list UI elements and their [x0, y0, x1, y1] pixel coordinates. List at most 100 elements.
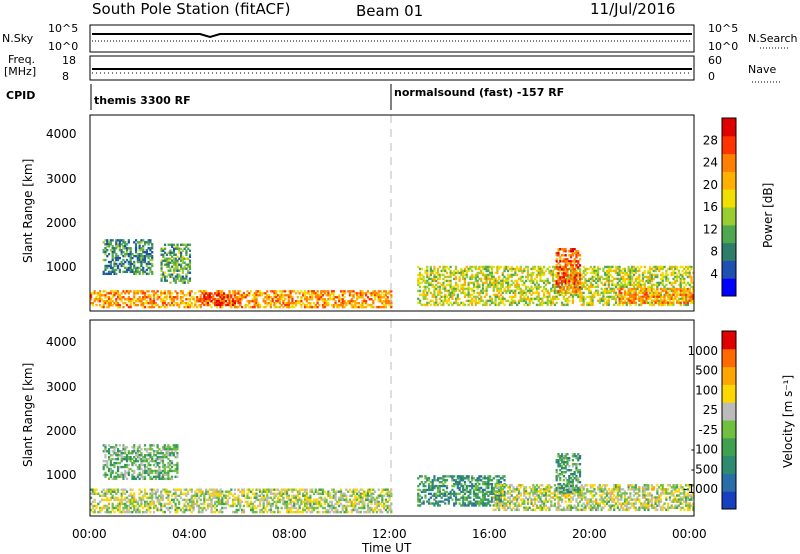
- heatmap-cell: [214, 496, 217, 500]
- heatmap-cell: [136, 300, 139, 303]
- heatmap-cell: [569, 250, 573, 253]
- heatmap-cell: [249, 502, 253, 506]
- heatmap-cell: [573, 268, 576, 271]
- heatmap-cell: [118, 473, 121, 477]
- heatmap-cell: [208, 504, 211, 508]
- heatmap-cell: [377, 305, 380, 309]
- heatmap-cell: [134, 254, 138, 258]
- heatmap-cell: [145, 301, 148, 305]
- heatmap-cell: [321, 300, 325, 303]
- heatmap-cell: [217, 294, 220, 297]
- heatmap-cell: [381, 500, 384, 504]
- heatmap-cell: [480, 279, 483, 283]
- heatmap-cell: [474, 297, 477, 301]
- heatmap-cell: [125, 252, 129, 256]
- heatmap-cell: [266, 500, 269, 504]
- heatmap-cell: [589, 299, 592, 303]
- heatmap-cell: [676, 293, 679, 297]
- heatmap-cell: [480, 271, 483, 275]
- heatmap-cell: [129, 502, 132, 506]
- heatmap-cell: [258, 303, 262, 307]
- heatmap-cell: [280, 298, 283, 301]
- heatmap-cell: [605, 299, 609, 303]
- heatmap-cell: [539, 303, 542, 307]
- heatmap-cell: [104, 272, 107, 276]
- heatmap-cell: [197, 490, 201, 493]
- heatmap-cell: [142, 498, 145, 502]
- heatmap-cell: [532, 273, 535, 277]
- heatmap-cell: [474, 303, 477, 307]
- heatmap-cell: [650, 283, 654, 287]
- heatmap-cell: [537, 295, 540, 299]
- heatmap-cell: [661, 279, 664, 283]
- heatmap-cell: [165, 490, 168, 493]
- heatmap-cell: [505, 299, 508, 303]
- heatmap-cell: [492, 265, 495, 269]
- heatmap-cell: [169, 303, 172, 307]
- heatmap-cell: [587, 287, 591, 291]
- heatmap-cell: [629, 277, 632, 281]
- heatmap-cell: [210, 299, 213, 303]
- heatmap-cell: [356, 510, 359, 514]
- heatmap-cell: [566, 262, 569, 265]
- heatmap-cell: [535, 287, 539, 291]
- heatmap-cell: [124, 448, 127, 451]
- heatmap-cell: [562, 295, 565, 299]
- heatmap-cell: [568, 283, 571, 287]
- heatmap-cell: [640, 299, 643, 302]
- heatmap-cell: [140, 262, 143, 266]
- heatmap-cell: [638, 285, 641, 289]
- heatmap-cell: [478, 265, 481, 269]
- heatmap-cell: [181, 267, 184, 270]
- heatmap-cell: [107, 298, 111, 301]
- heatmap-cell: [214, 494, 217, 498]
- heatmap-cell: [575, 290, 578, 293]
- heatmap-cell: [632, 289, 636, 293]
- heatmap-cell: [140, 459, 143, 463]
- heatmap-cell: [131, 252, 134, 256]
- heatmap-cell: [604, 283, 607, 287]
- heatmap-cell: [384, 301, 388, 305]
- heatmap-cell: [122, 510, 125, 514]
- heatmap-cell: [526, 285, 530, 289]
- heatmap-cell: [471, 297, 474, 301]
- heatmap-cell: [174, 508, 177, 512]
- heatmap-cell: [377, 300, 380, 303]
- heatmap-cell: [649, 303, 652, 307]
- heatmap-cell: [316, 290, 319, 293]
- heatmap-cell: [169, 506, 172, 510]
- heatmap-cell: [431, 293, 434, 297]
- heatmap-cell: [178, 502, 181, 506]
- heatmap-cell: [122, 452, 125, 455]
- heatmap-cell: [116, 454, 120, 457]
- heatmap-cell: [165, 257, 168, 260]
- heatmap-cell: [98, 508, 102, 512]
- power-plot-frame: [89, 114, 695, 312]
- heatmap-cell: [596, 277, 600, 281]
- heatmap-cell: [138, 471, 141, 475]
- heatmap-cell: [377, 292, 380, 295]
- heatmap-cell: [309, 490, 312, 493]
- heatmap-cell: [203, 506, 206, 510]
- heatmap-cell: [118, 239, 121, 242]
- heatmap-cell: [140, 292, 143, 295]
- heatmap-cell: [302, 506, 305, 510]
- heatmap-cell: [647, 293, 650, 297]
- heatmap-cell: [551, 279, 555, 283]
- heatmap-cell: [140, 239, 143, 242]
- heatmap-cell: [672, 277, 675, 281]
- heatmap-cell: [115, 303, 118, 307]
- heatmap-cell: [129, 301, 132, 305]
- heatmap-cell: [474, 299, 477, 303]
- heatmap-cell: [347, 500, 350, 504]
- heatmap-cell: [595, 281, 598, 285]
- heatmap-cell: [665, 275, 668, 279]
- heatmap-cell: [490, 297, 494, 301]
- heatmap-cell: [122, 490, 125, 493]
- heatmap-cell: [661, 275, 664, 279]
- heatmap-cell: [122, 239, 125, 242]
- heatmap-cell: [113, 301, 116, 305]
- heatmap-cell: [167, 469, 170, 473]
- heatmap-cell: [593, 265, 596, 269]
- heatmap-cell: [133, 264, 136, 268]
